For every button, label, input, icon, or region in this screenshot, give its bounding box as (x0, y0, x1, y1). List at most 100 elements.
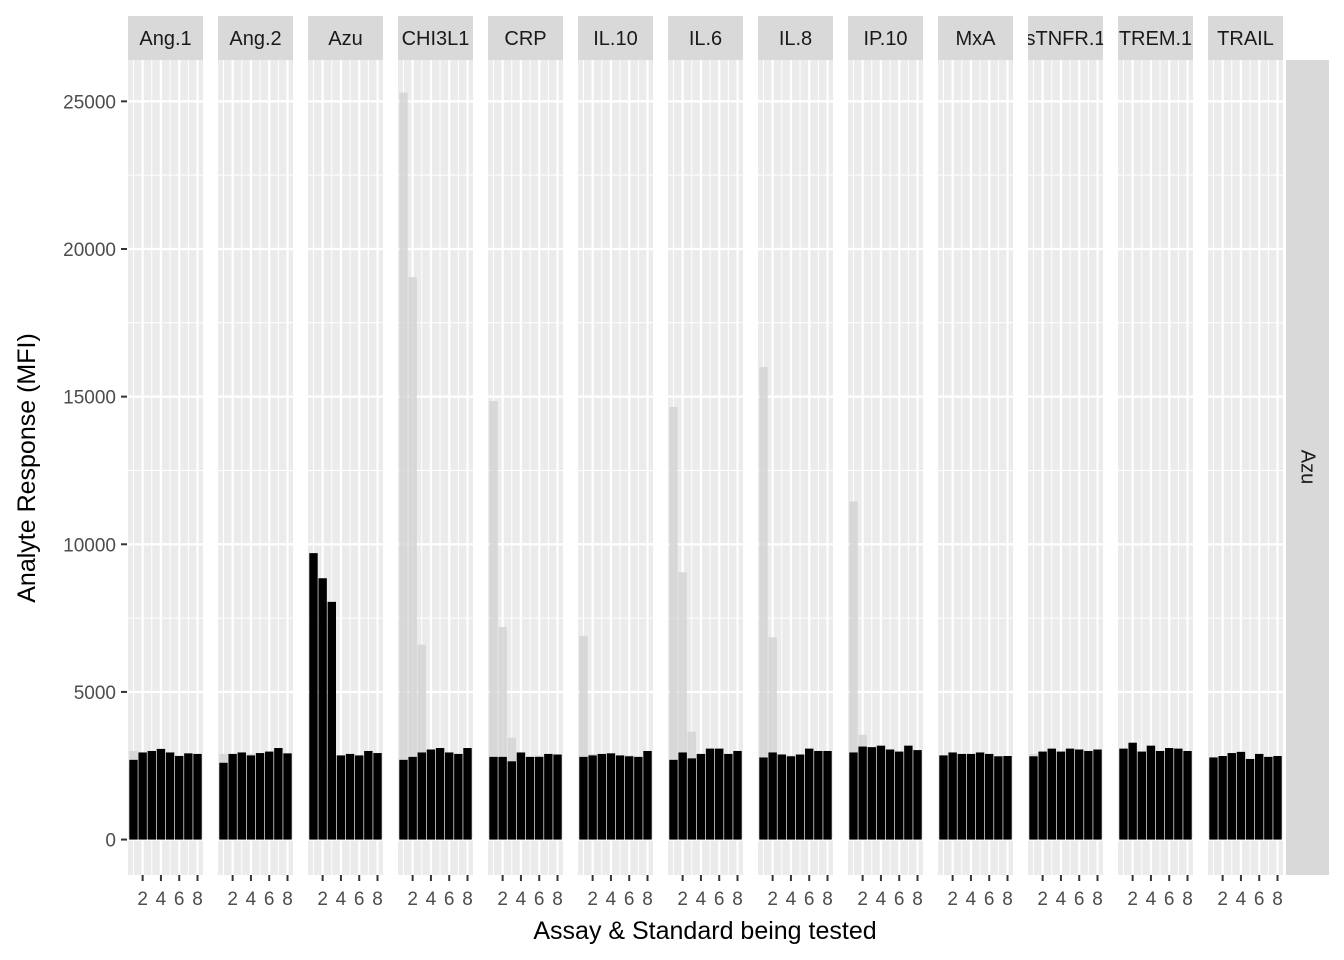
bar-highlight (1183, 750, 1192, 840)
bar-highlight (687, 758, 696, 840)
panel-azu: Azu 2 4 6 8 (308, 16, 383, 910)
bar-highlight (336, 755, 346, 840)
x-tick-label: 6 (984, 889, 995, 910)
x-axis-title: Assay & Standard being tested (533, 917, 876, 945)
panel-mxa: MxA 2 4 6 8 (938, 16, 1013, 910)
bar-highlight (715, 748, 724, 840)
bar-highlight (777, 754, 786, 840)
bars-group (579, 635, 652, 840)
x-tick-label: 6 (534, 889, 545, 910)
panel-background (938, 60, 1013, 875)
x-tick-label: 6 (264, 889, 275, 910)
x-tick-label: 8 (282, 889, 293, 910)
x-tick-label: 2 (1217, 889, 1228, 910)
bar-highlight (193, 753, 202, 840)
bars-group (309, 553, 382, 840)
bar-highlight (823, 750, 832, 840)
bar-highlight (1255, 753, 1264, 840)
strip-bg (1118, 16, 1193, 60)
strip-bg (488, 16, 563, 60)
bar-other (399, 92, 408, 840)
bar-other (417, 644, 426, 840)
bar-other (579, 635, 588, 840)
bar-highlight (175, 755, 184, 840)
bar-highlight (309, 553, 318, 840)
bar-highlight (634, 756, 643, 840)
x-tick-label: 8 (1182, 889, 1193, 910)
panel-crp: CRP 2 4 6 8 (488, 16, 563, 910)
x-tick-label: 4 (1146, 889, 1157, 910)
x-tick-label: 4 (1236, 889, 1247, 910)
bar-highlight (228, 753, 237, 840)
bar-highlight (283, 753, 292, 840)
bar-highlight (957, 753, 966, 840)
x-tick-label: 4 (336, 889, 347, 910)
strip-bg (848, 16, 923, 60)
x-tick-label: 2 (1037, 889, 1048, 910)
bar-highlight (966, 753, 976, 840)
bars-group (489, 401, 562, 840)
bar-highlight (1174, 748, 1183, 840)
bar-highlight (597, 753, 606, 840)
bar-highlight (885, 749, 895, 840)
x-tick-label: 2 (767, 889, 778, 910)
x-tick-label: 8 (372, 889, 383, 910)
bar-highlight (147, 750, 156, 840)
bars-group (1119, 742, 1192, 840)
x-tick-label: 6 (354, 889, 365, 910)
strip-label: CRP (504, 28, 546, 50)
panel-background (218, 60, 293, 875)
bar-highlight (1273, 755, 1282, 840)
bar-highlight (454, 753, 463, 840)
panel-ip-10: IP.10 2 4 6 8 (848, 16, 923, 910)
bar-highlight (327, 601, 336, 840)
bar-highlight (1038, 751, 1047, 840)
bar-highlight (1047, 748, 1056, 840)
bar-highlight (525, 756, 535, 840)
x-tick-label: 4 (156, 889, 167, 910)
bars-group (939, 752, 1012, 840)
strip-label: MxA (956, 28, 997, 50)
x-tick-label: 6 (444, 889, 455, 910)
bar-highlight (274, 748, 283, 840)
x-tick-label: 4 (786, 889, 797, 910)
panel-il-10: IL.10 2 4 6 8 (578, 16, 653, 910)
bar-highlight (265, 751, 274, 840)
x-tick-label: 4 (246, 889, 257, 910)
x-tick-label: 6 (894, 889, 905, 910)
x-tick-label: 4 (1056, 889, 1067, 910)
x-tick-label: 2 (587, 889, 598, 910)
strip-label: CHI3L1 (402, 28, 470, 50)
row-strip-label: Azu (1297, 450, 1319, 484)
bar-highlight (625, 756, 634, 840)
x-tick-label: 8 (462, 889, 473, 910)
bar-highlight (1029, 756, 1038, 840)
bar-highlight (426, 749, 436, 840)
x-tick-label: 2 (407, 889, 418, 910)
x-tick-label: 4 (516, 889, 527, 910)
bar-highlight (507, 761, 516, 840)
strip-bg (308, 16, 383, 60)
bar-highlight (1075, 749, 1084, 840)
bar-highlight (1119, 748, 1128, 840)
panel-ang-1: Ang.1 2 4 6 8 (128, 16, 203, 910)
y-axis-title: Analyte Response (MFI) (13, 333, 41, 603)
bar-highlight (768, 752, 777, 840)
x-tick-label: 8 (642, 889, 653, 910)
x-tick-label: 6 (174, 889, 185, 910)
x-tick-label: 2 (497, 889, 508, 910)
bar-highlight (975, 752, 985, 840)
bar-highlight (724, 753, 733, 840)
bar-highlight (399, 759, 408, 840)
bar-highlight (615, 755, 625, 840)
x-tick-label: 4 (876, 889, 887, 910)
bar-highlight (156, 748, 166, 840)
x-tick-label: 8 (192, 889, 203, 910)
bar-highlight (498, 756, 507, 840)
panel-background (578, 60, 653, 875)
bar-other (768, 637, 777, 840)
bar-highlight (948, 752, 957, 840)
strip-label: TREM.1 (1119, 28, 1192, 50)
bar-highlight (876, 745, 886, 840)
